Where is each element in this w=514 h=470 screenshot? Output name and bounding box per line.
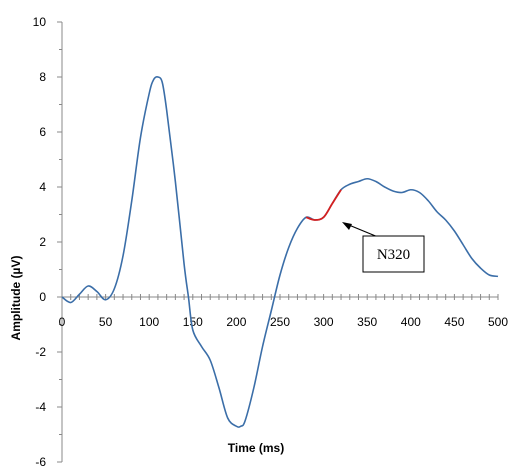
annotation-arrowhead (342, 222, 352, 230)
x-tick-label: 450 (444, 315, 464, 329)
y-tick-label: 2 (39, 235, 46, 249)
x-tick-label: 50 (99, 315, 113, 329)
n320-highlight-segment (305, 189, 342, 221)
x-tick-label: 350 (357, 315, 377, 329)
annotation-box (362, 235, 425, 273)
y-tick-label: -2 (35, 345, 46, 359)
x-tick-label: 200 (226, 315, 246, 329)
x-tick-label: 0 (59, 315, 66, 329)
y-tick-label: -6 (35, 455, 46, 469)
x-tick-label: 400 (401, 315, 421, 329)
x-axis-title: Time (ms) (228, 441, 284, 455)
y-tick-label: 10 (33, 15, 47, 29)
annotation-label: N320 (377, 247, 410, 263)
y-tick-label: 6 (39, 125, 46, 139)
y-tick-label: 4 (39, 180, 46, 194)
annotation: N320 (342, 222, 425, 273)
axes (57, 21, 499, 463)
series-layer (61, 76, 499, 428)
y-tick-label: -4 (35, 400, 46, 414)
x-tick-label: 100 (139, 315, 159, 329)
y-tick-label: 8 (39, 70, 46, 84)
erp-waveform-line (61, 76, 499, 428)
x-tick-label: 300 (314, 315, 334, 329)
y-axis-title: Amplitude (µV) (9, 256, 23, 341)
y-tick-label: 0 (39, 290, 46, 304)
x-tick-label: 500 (488, 315, 508, 329)
x-tick-label: 250 (270, 315, 290, 329)
x-tick-label: 150 (183, 315, 203, 329)
